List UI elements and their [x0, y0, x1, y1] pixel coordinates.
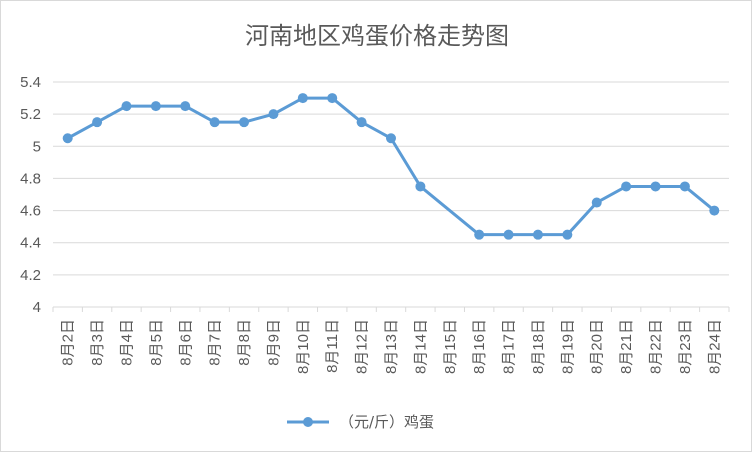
data-point [356, 117, 367, 128]
data-point [679, 181, 690, 192]
data-point [327, 93, 338, 104]
data-point [474, 229, 485, 240]
data-point [591, 197, 602, 208]
x-tick-label: 8月14日 [412, 319, 429, 374]
y-tick-label: 5 [33, 138, 41, 155]
x-tick-label: 8月3日 [89, 319, 106, 366]
series-line [66, 96, 716, 237]
x-tick-label: 8月7日 [207, 319, 224, 366]
data-point [150, 101, 161, 112]
data-point [503, 229, 514, 240]
data-point [386, 133, 396, 144]
data-point [532, 229, 543, 240]
data-point [180, 101, 191, 112]
x-tick-label: 8月4日 [118, 319, 135, 366]
data-point [62, 133, 73, 144]
data-point [297, 93, 308, 104]
x-tick-label: 8月24日 [706, 319, 723, 374]
x-tick-label: 8月5日 [148, 319, 165, 366]
x-tick-label: 8月10日 [295, 319, 312, 374]
data-point [415, 181, 426, 192]
y-tick-label: 4 [33, 299, 41, 316]
data-point [92, 117, 103, 128]
data-point [239, 117, 250, 128]
x-tick-label: 8月12日 [354, 319, 371, 374]
x-tick-label: 8月11日 [324, 319, 341, 373]
x-tick-label: 8月6日 [177, 319, 194, 366]
chart-title: 河南地区鸡蛋价格走势图 [245, 22, 509, 50]
x-tick-label: 8月2日 [60, 319, 77, 366]
y-axis-ticks: 4 4.2 4.4 4.6 4.8 5 5.2 5.4 [20, 74, 41, 316]
x-tick-label: 8月18日 [530, 319, 547, 374]
legend: （元/斤）鸡蛋 [287, 413, 434, 431]
y-tick-label: 5.4 [20, 74, 41, 91]
y-tick-label: 4.6 [20, 203, 41, 220]
legend-marker [303, 417, 313, 427]
data-point [709, 205, 720, 216]
x-tick-label: 8月21日 [618, 319, 635, 374]
x-tick-label: 8月20日 [589, 319, 606, 374]
data-point [268, 109, 279, 120]
data-point [650, 181, 661, 192]
x-tick-label: 8月22日 [648, 319, 665, 374]
x-tick-label: 8月16日 [471, 319, 488, 374]
y-tick-label: 4.4 [20, 235, 41, 252]
x-tick-label: 8月9日 [265, 319, 282, 366]
x-tick-label: 8月13日 [383, 319, 400, 374]
x-tick-label: 8月8日 [236, 319, 253, 366]
x-tick-label: 8月19日 [559, 319, 576, 374]
y-tick-label: 5.2 [20, 106, 41, 123]
x-tick-label: 8月17日 [501, 319, 518, 374]
x-axis-ticks: 8月2日 8月3日 8月4日 8月5日 8月6日 8月7日 8月8日 8月9日 8月10日 8月1… [52, 307, 730, 374]
series-egg-price [62, 93, 720, 240]
y-tick-label: 4.8 [20, 170, 41, 187]
data-point [209, 117, 220, 128]
x-tick-label: 8月15日 [442, 319, 459, 374]
data-point [621, 181, 632, 192]
y-tick-label: 4.2 [20, 267, 41, 284]
legend-label: （元/斤）鸡蛋 [339, 413, 434, 431]
data-point [121, 101, 132, 112]
gridlines [53, 81, 729, 308]
data-point [562, 229, 573, 240]
x-tick-label: 8月23日 [677, 319, 694, 374]
